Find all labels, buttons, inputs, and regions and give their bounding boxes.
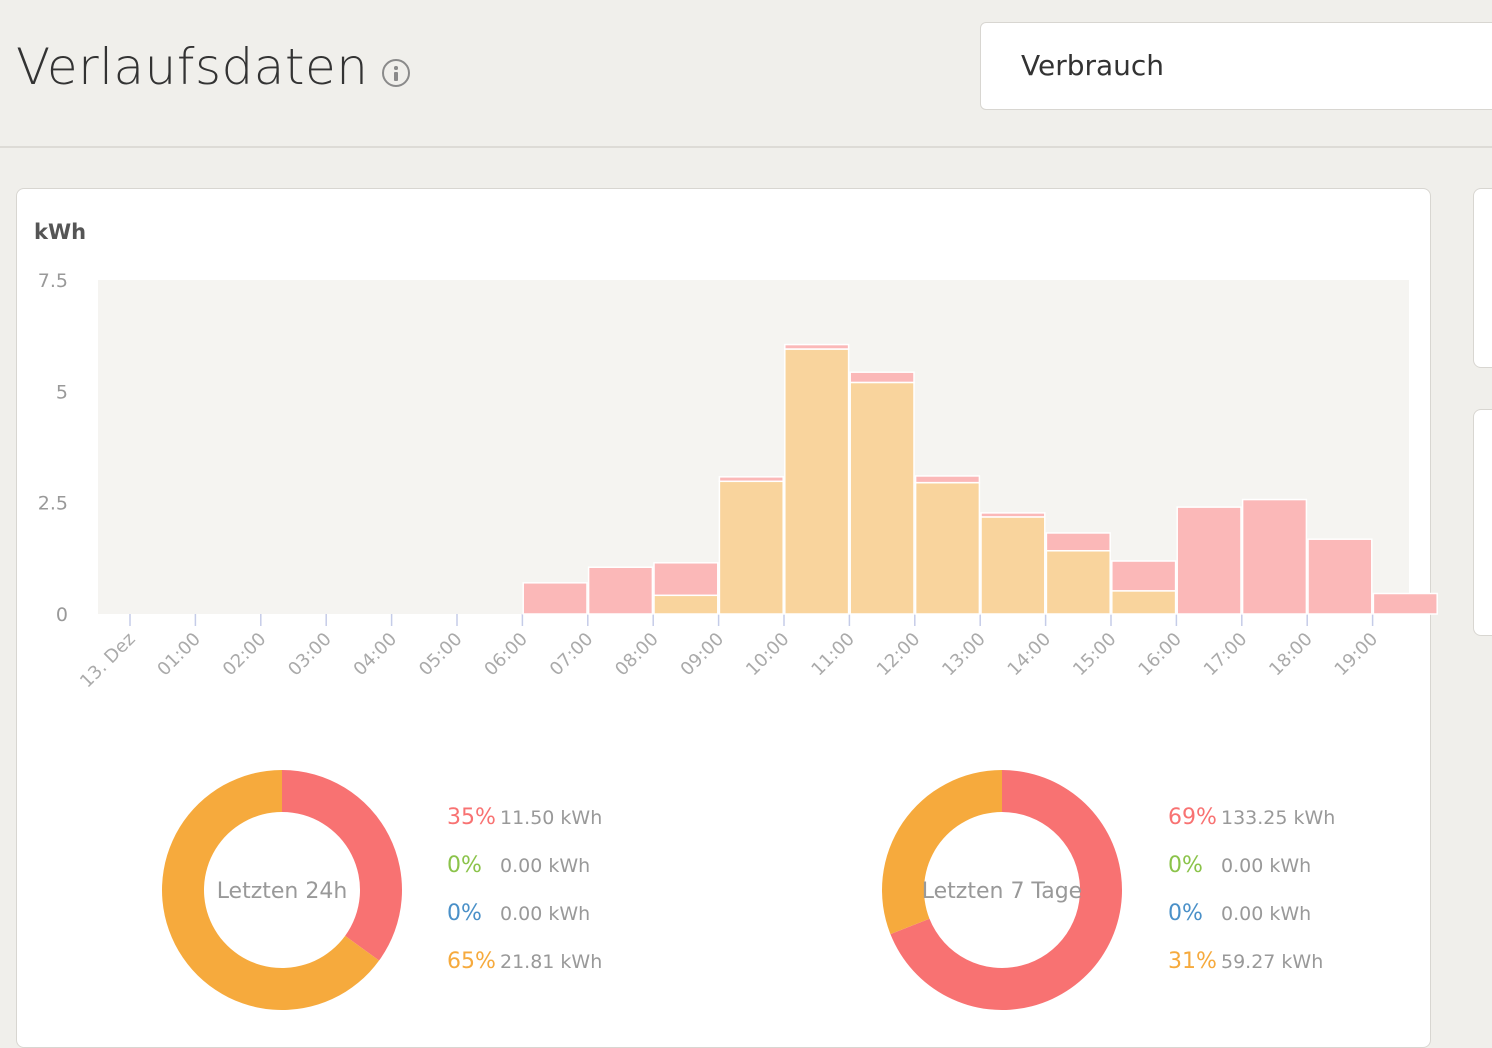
x-tick-label: 01:00 — [153, 629, 205, 681]
bar-segment — [1372, 592, 1438, 615]
x-tick-label: 19:00 — [1331, 629, 1383, 681]
x-tick-label: 12:00 — [873, 629, 925, 681]
x-tick-label: 16:00 — [1134, 629, 1186, 681]
x-tick-label: 09:00 — [677, 629, 729, 681]
x-tick-label: 15:00 — [1069, 629, 1121, 681]
x-tick-label: 03:00 — [284, 629, 336, 681]
bar-segment — [1176, 506, 1242, 615]
legend-percent: 0% — [447, 853, 482, 878]
x-tick-label: 17:00 — [1200, 629, 1252, 681]
info-icon[interactable] — [382, 59, 410, 87]
y-tick-label: 7.5 — [38, 270, 68, 292]
x-tick-label: 02:00 — [219, 629, 271, 681]
x-tick-label: 18:00 — [1265, 629, 1317, 681]
donut-slice — [882, 770, 1002, 935]
page-header: Verlaufsdaten Verbrauch — [0, 0, 1492, 148]
legend-percent: 0% — [1168, 853, 1203, 878]
bar-segment — [1307, 538, 1373, 615]
legend-percent: 0% — [1168, 901, 1203, 926]
bar-segment — [914, 481, 981, 615]
x-tick-label: 08:00 — [611, 629, 663, 681]
legend-value: 21.81 kWh — [500, 951, 603, 973]
x-tick-label: 13:00 — [938, 629, 990, 681]
donut-slice — [282, 770, 403, 961]
bar-segment — [718, 476, 784, 483]
y-tick-label: 2.5 — [38, 493, 68, 515]
legend-value: 0.00 kWh — [500, 903, 591, 925]
x-tick-label: 04:00 — [350, 629, 402, 681]
bar-segment — [1111, 590, 1177, 615]
x-tick-label: 05:00 — [415, 629, 467, 681]
legend-value: 0.00 kWh — [1221, 855, 1312, 877]
bar-segment — [980, 516, 1046, 615]
x-tick-label: 11:00 — [807, 629, 859, 681]
data-type-select-value: Verbrauch — [1021, 49, 1165, 82]
x-tick-label: 13. Dez — [76, 629, 139, 692]
side-card-bottom — [1473, 409, 1492, 636]
bar-segment — [1045, 550, 1111, 615]
bar-segment — [653, 594, 719, 615]
legend-percent: 65% — [447, 949, 496, 974]
bar-segment — [784, 348, 850, 615]
bar-segment — [784, 343, 850, 350]
bar-segment — [849, 371, 915, 384]
x-tick-label: 14:00 — [1004, 629, 1056, 681]
donut-slice — [162, 770, 380, 1010]
bar-segment — [1111, 560, 1177, 592]
legend-percent: 35% — [447, 805, 496, 830]
legend-value: 0.00 kWh — [1221, 903, 1312, 925]
y-axis-unit-label: kWh — [34, 220, 87, 244]
legend-value: 59.27 kWh — [1221, 951, 1324, 973]
bar-segment — [1241, 498, 1308, 615]
bar-segment — [1045, 532, 1111, 552]
donut-slice — [890, 770, 1122, 1010]
y-tick-label: 0 — [56, 604, 68, 626]
legend-value: 11.50 kWh — [500, 807, 603, 829]
donut-center-label: Letzten 24h — [217, 879, 348, 904]
x-tick-label: 07:00 — [546, 629, 598, 681]
side-card-top — [1473, 188, 1492, 368]
bar-segment — [980, 512, 1046, 518]
legend-percent: 0% — [447, 901, 482, 926]
data-type-select[interactable]: Verbrauch — [980, 22, 1492, 110]
bar-segment — [653, 562, 719, 597]
bar-segment — [718, 480, 784, 615]
legend-value: 133.25 kWh — [1221, 807, 1336, 829]
page-title: Verlaufsdaten — [16, 38, 369, 96]
bar-segment — [914, 475, 981, 484]
legend-value: 0.00 kWh — [500, 855, 591, 877]
legend-percent: 31% — [1168, 949, 1217, 974]
y-tick-label: 5 — [56, 381, 68, 403]
x-tick-label: 10:00 — [742, 629, 794, 681]
bar-segment — [587, 566, 654, 615]
bar-segment — [522, 582, 588, 615]
legend-percent: 69% — [1168, 805, 1217, 830]
bar-segment — [849, 381, 915, 615]
donut-center-label: Letzten 7 Tage — [922, 879, 1082, 904]
x-tick-label: 06:00 — [480, 629, 532, 681]
